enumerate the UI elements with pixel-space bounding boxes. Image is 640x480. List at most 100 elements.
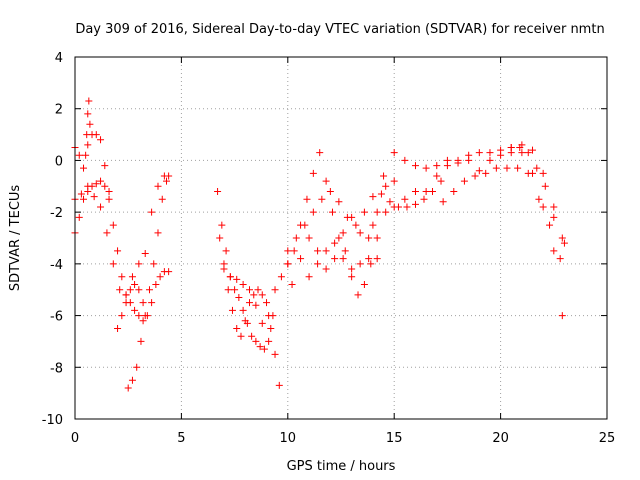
x-tick-label: 25 bbox=[599, 431, 616, 446]
grid bbox=[75, 57, 607, 419]
data-point bbox=[305, 234, 313, 242]
series-arc-12 bbox=[288, 208, 390, 289]
x-tick-label: 20 bbox=[492, 431, 509, 446]
data-point bbox=[486, 156, 494, 164]
data-point bbox=[84, 110, 92, 118]
data-point bbox=[88, 182, 96, 190]
data-point bbox=[443, 162, 451, 170]
data-point bbox=[529, 146, 537, 154]
data-point bbox=[260, 345, 268, 353]
data-point bbox=[411, 162, 419, 170]
data-point bbox=[348, 213, 356, 221]
data-point bbox=[86, 120, 94, 128]
data-point bbox=[318, 195, 326, 203]
data-points bbox=[71, 97, 568, 392]
data-point bbox=[352, 221, 360, 229]
data-point bbox=[454, 156, 462, 164]
data-point bbox=[356, 229, 364, 237]
data-point bbox=[109, 260, 117, 268]
data-point bbox=[369, 193, 377, 201]
data-point bbox=[550, 213, 558, 221]
series-arc-3 bbox=[71, 177, 113, 237]
data-point bbox=[114, 247, 122, 255]
data-point bbox=[433, 162, 441, 170]
data-point bbox=[141, 312, 149, 320]
data-point bbox=[292, 234, 300, 242]
data-point bbox=[97, 203, 105, 211]
data-point bbox=[101, 182, 109, 190]
data-point bbox=[339, 229, 347, 237]
data-point bbox=[284, 247, 292, 255]
data-point bbox=[222, 247, 230, 255]
data-point bbox=[277, 273, 285, 281]
series-arc-13 bbox=[305, 177, 398, 281]
data-point bbox=[165, 268, 173, 276]
data-point bbox=[386, 198, 394, 206]
data-point bbox=[331, 239, 339, 247]
data-point bbox=[486, 149, 494, 157]
series-arc-2 bbox=[71, 172, 173, 299]
data-point bbox=[163, 177, 171, 185]
data-point bbox=[97, 136, 105, 144]
data-point bbox=[148, 299, 156, 307]
data-point bbox=[284, 260, 292, 268]
data-point bbox=[271, 286, 279, 294]
data-point bbox=[265, 312, 273, 320]
data-point bbox=[258, 291, 266, 299]
data-point bbox=[439, 198, 447, 206]
data-point bbox=[369, 221, 377, 229]
data-point bbox=[245, 299, 253, 307]
data-point bbox=[228, 306, 236, 314]
data-point bbox=[126, 286, 134, 294]
x-axis-label: GPS time / hours bbox=[287, 459, 396, 474]
data-point bbox=[275, 381, 283, 389]
data-point bbox=[116, 286, 124, 294]
data-point bbox=[271, 350, 279, 358]
x-tick-label: 10 bbox=[280, 431, 297, 446]
data-point bbox=[263, 299, 271, 307]
data-point bbox=[97, 177, 105, 185]
data-point bbox=[314, 247, 322, 255]
data-point bbox=[241, 317, 249, 325]
data-point bbox=[92, 180, 100, 188]
data-point bbox=[233, 275, 241, 283]
axis-ticks: 0 5 10 15 20 25 -10 -8 -6 -4 -2 0 2 4 bbox=[42, 51, 616, 446]
data-point bbox=[122, 291, 130, 299]
data-point bbox=[497, 146, 505, 154]
data-point bbox=[356, 260, 364, 268]
series-arc-14 bbox=[369, 141, 568, 247]
data-point bbox=[258, 319, 266, 327]
x-tick-label: 0 bbox=[71, 431, 79, 446]
data-point bbox=[245, 286, 253, 294]
data-point bbox=[322, 177, 330, 185]
data-point bbox=[150, 260, 158, 268]
data-point bbox=[560, 239, 568, 247]
data-point bbox=[367, 260, 375, 268]
y-tick-label: -10 bbox=[42, 413, 63, 428]
data-point bbox=[231, 286, 239, 294]
data-point bbox=[437, 177, 445, 185]
series-arc-4 bbox=[82, 97, 94, 159]
data-point bbox=[411, 200, 419, 208]
data-point bbox=[133, 363, 141, 371]
data-point bbox=[141, 250, 149, 258]
data-point bbox=[390, 177, 398, 185]
data-point bbox=[533, 164, 541, 172]
data-point bbox=[539, 203, 547, 211]
data-point bbox=[331, 255, 339, 263]
data-point bbox=[265, 337, 273, 345]
data-point bbox=[365, 255, 373, 263]
series-arc-15 bbox=[390, 144, 566, 320]
data-point bbox=[401, 156, 409, 164]
data-point bbox=[433, 172, 441, 180]
data-point bbox=[135, 260, 143, 268]
data-point bbox=[382, 182, 390, 190]
data-point bbox=[154, 229, 162, 237]
series-arc-17 bbox=[507, 144, 566, 242]
data-point bbox=[252, 301, 260, 309]
y-tick-label: -8 bbox=[50, 361, 63, 376]
data-point bbox=[373, 255, 381, 263]
series-arc-9 bbox=[220, 260, 292, 327]
data-point bbox=[124, 384, 132, 392]
